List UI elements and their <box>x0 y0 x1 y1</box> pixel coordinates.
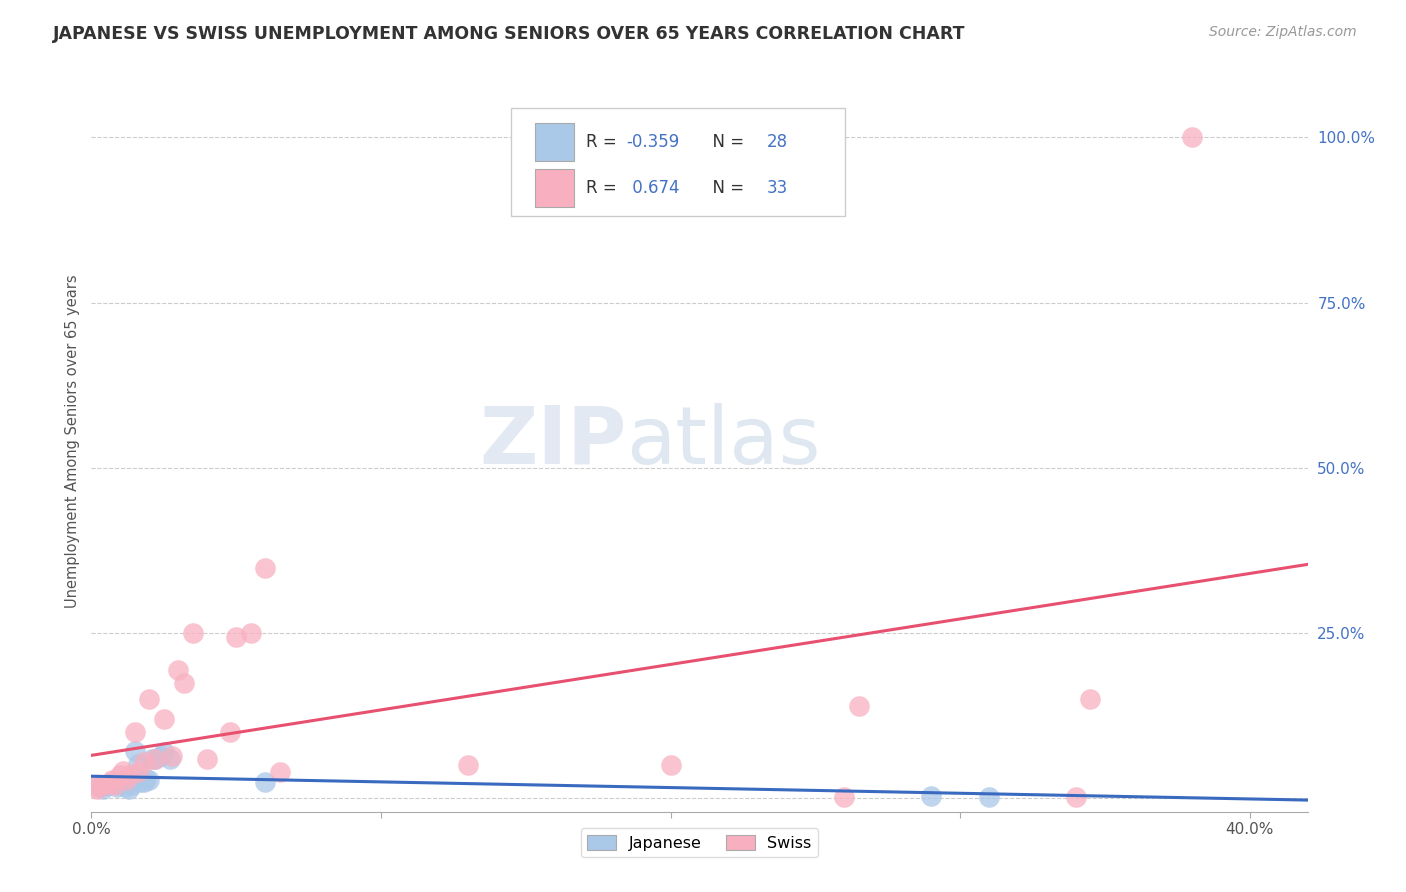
Text: 0.674: 0.674 <box>627 179 679 197</box>
Point <box>100 775 122 789</box>
Point <box>91 781 114 796</box>
Point <box>124 744 146 758</box>
Point <box>457 758 479 772</box>
Point <box>181 626 204 640</box>
Point <box>143 752 166 766</box>
Point <box>110 777 132 791</box>
Point <box>103 777 125 791</box>
Point <box>832 790 855 805</box>
Point <box>162 748 184 763</box>
Point <box>920 789 942 803</box>
Point <box>141 752 163 766</box>
Point <box>103 778 125 792</box>
Legend: Japanese, Swiss: Japanese, Swiss <box>581 828 818 857</box>
Point <box>127 765 149 780</box>
Text: R =: R = <box>586 179 623 197</box>
Point <box>159 752 181 766</box>
Text: Source: ZipAtlas.com: Source: ZipAtlas.com <box>1209 25 1357 39</box>
Point <box>124 725 146 739</box>
Point <box>977 789 1000 804</box>
Text: N =: N = <box>702 179 749 197</box>
Point <box>112 775 135 789</box>
Text: N =: N = <box>702 133 749 151</box>
Point <box>138 772 160 787</box>
Point <box>848 698 870 713</box>
Point <box>86 781 108 796</box>
Text: R =: R = <box>586 133 623 151</box>
Point <box>219 725 242 739</box>
Point <box>83 780 105 794</box>
Point <box>115 772 138 787</box>
Point <box>138 692 160 706</box>
Text: 28: 28 <box>766 133 787 151</box>
Point <box>97 777 120 791</box>
Point <box>149 748 172 763</box>
Point <box>97 777 120 791</box>
Text: -0.359: -0.359 <box>627 133 679 151</box>
Point <box>121 778 143 792</box>
Point <box>91 778 114 792</box>
Point <box>152 745 174 759</box>
Point <box>239 626 262 640</box>
Point <box>129 775 152 789</box>
Point <box>118 768 141 782</box>
Point <box>110 768 132 782</box>
Text: JAPANESE VS SWISS UNEMPLOYMENT AMONG SENIORS OVER 65 YEARS CORRELATION CHART: JAPANESE VS SWISS UNEMPLOYMENT AMONG SEN… <box>53 25 966 43</box>
Y-axis label: Unemployment Among Seniors over 65 years: Unemployment Among Seniors over 65 years <box>65 275 80 608</box>
FancyBboxPatch shape <box>536 122 574 161</box>
Point <box>143 752 166 766</box>
Point <box>173 675 195 690</box>
Point <box>115 780 138 794</box>
Point <box>94 778 117 792</box>
FancyBboxPatch shape <box>536 169 574 207</box>
Point <box>269 765 291 780</box>
Point <box>132 775 155 789</box>
Point <box>659 758 682 772</box>
Point <box>254 561 277 575</box>
Point <box>254 775 277 789</box>
Point <box>112 764 135 778</box>
Point <box>97 778 120 792</box>
Point <box>152 712 174 726</box>
Point <box>1181 130 1204 145</box>
Point <box>225 630 247 644</box>
Text: 33: 33 <box>766 179 787 197</box>
Point <box>118 781 141 796</box>
Point <box>127 757 149 772</box>
Point <box>195 752 218 766</box>
Point <box>1064 790 1087 805</box>
Point <box>135 772 157 786</box>
Point <box>132 755 155 769</box>
Point <box>1080 692 1102 706</box>
Point <box>167 663 190 677</box>
FancyBboxPatch shape <box>510 109 845 216</box>
Point <box>86 778 108 792</box>
Text: atlas: atlas <box>627 402 821 481</box>
Point <box>89 780 111 794</box>
Point <box>107 780 129 794</box>
Text: ZIP: ZIP <box>479 402 627 481</box>
Point <box>100 772 122 787</box>
